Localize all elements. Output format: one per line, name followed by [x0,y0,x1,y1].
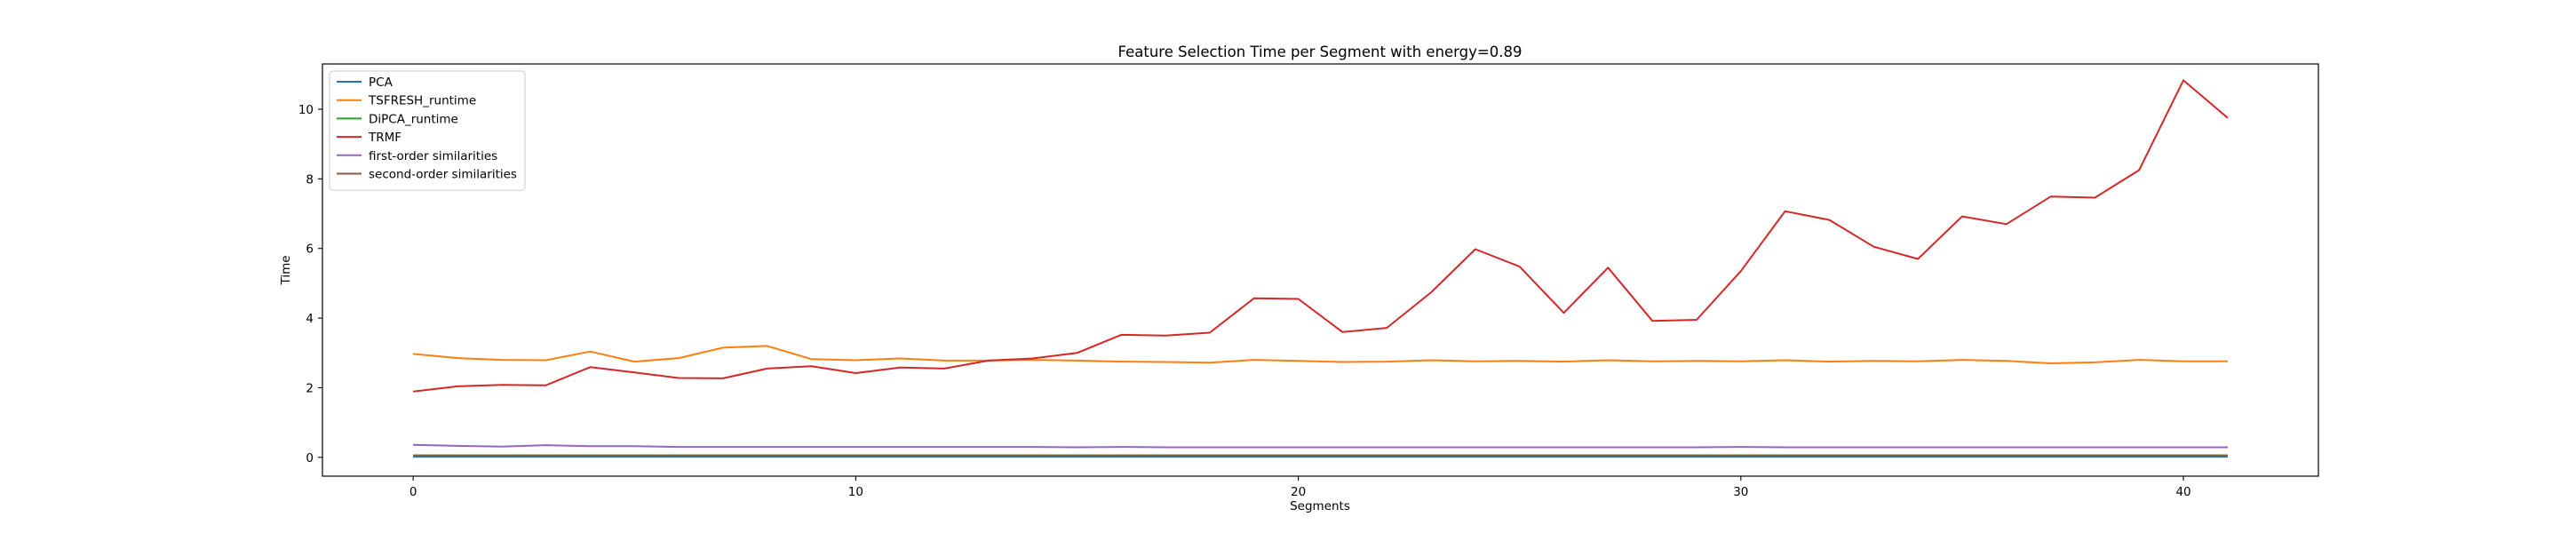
x-tick-label: 10 [848,485,863,499]
series-line-tsfresh-runtime [413,345,2228,364]
legend-box [329,70,526,191]
axes-frame [322,63,2319,477]
legend-label: second-order similarities [369,168,517,182]
y-tick-label: 0 [306,451,314,465]
series-line-trmf [412,79,2229,393]
legend-label: first-order similarities [369,149,497,163]
x-tick-label: 20 [1291,485,1306,499]
legend-label: TSFRESH_runtime [368,94,476,108]
y-axis-label: Time [279,255,293,285]
legend-label: PCA [369,76,394,90]
x-axis-label: Segments [1290,499,1350,513]
plot-area: 0 10 20 30 40 0 2 4 6 8 10 [298,63,2319,499]
y-tick-label: 4 [306,312,314,326]
legend-label: DiPCA_runtime [369,112,458,126]
x-tick-label: 0 [409,485,417,499]
chart-title: Feature Selection Time per Segment with … [1118,44,1523,60]
legend: PCA TSFRESH_runtime DiPCA_runtime TRMF first… [329,70,526,191]
y-tick-label: 2 [306,381,314,395]
legend-label: TRMF [368,131,402,145]
series-line-first-order-similarities [413,443,2228,449]
y-tick-label: 10 [298,103,314,117]
y-tick-label: 8 [306,172,314,187]
x-tick-label: 30 [1733,485,1748,499]
x-tick-label: 40 [2175,485,2190,499]
y-tick-label: 6 [306,243,314,257]
